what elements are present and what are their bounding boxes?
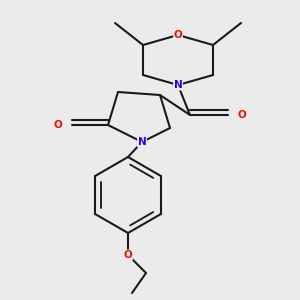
Text: O: O	[238, 110, 246, 120]
Text: N: N	[174, 80, 182, 90]
Text: N: N	[138, 137, 146, 147]
Text: O: O	[54, 120, 62, 130]
Text: O: O	[124, 250, 132, 260]
Text: O: O	[174, 30, 182, 40]
